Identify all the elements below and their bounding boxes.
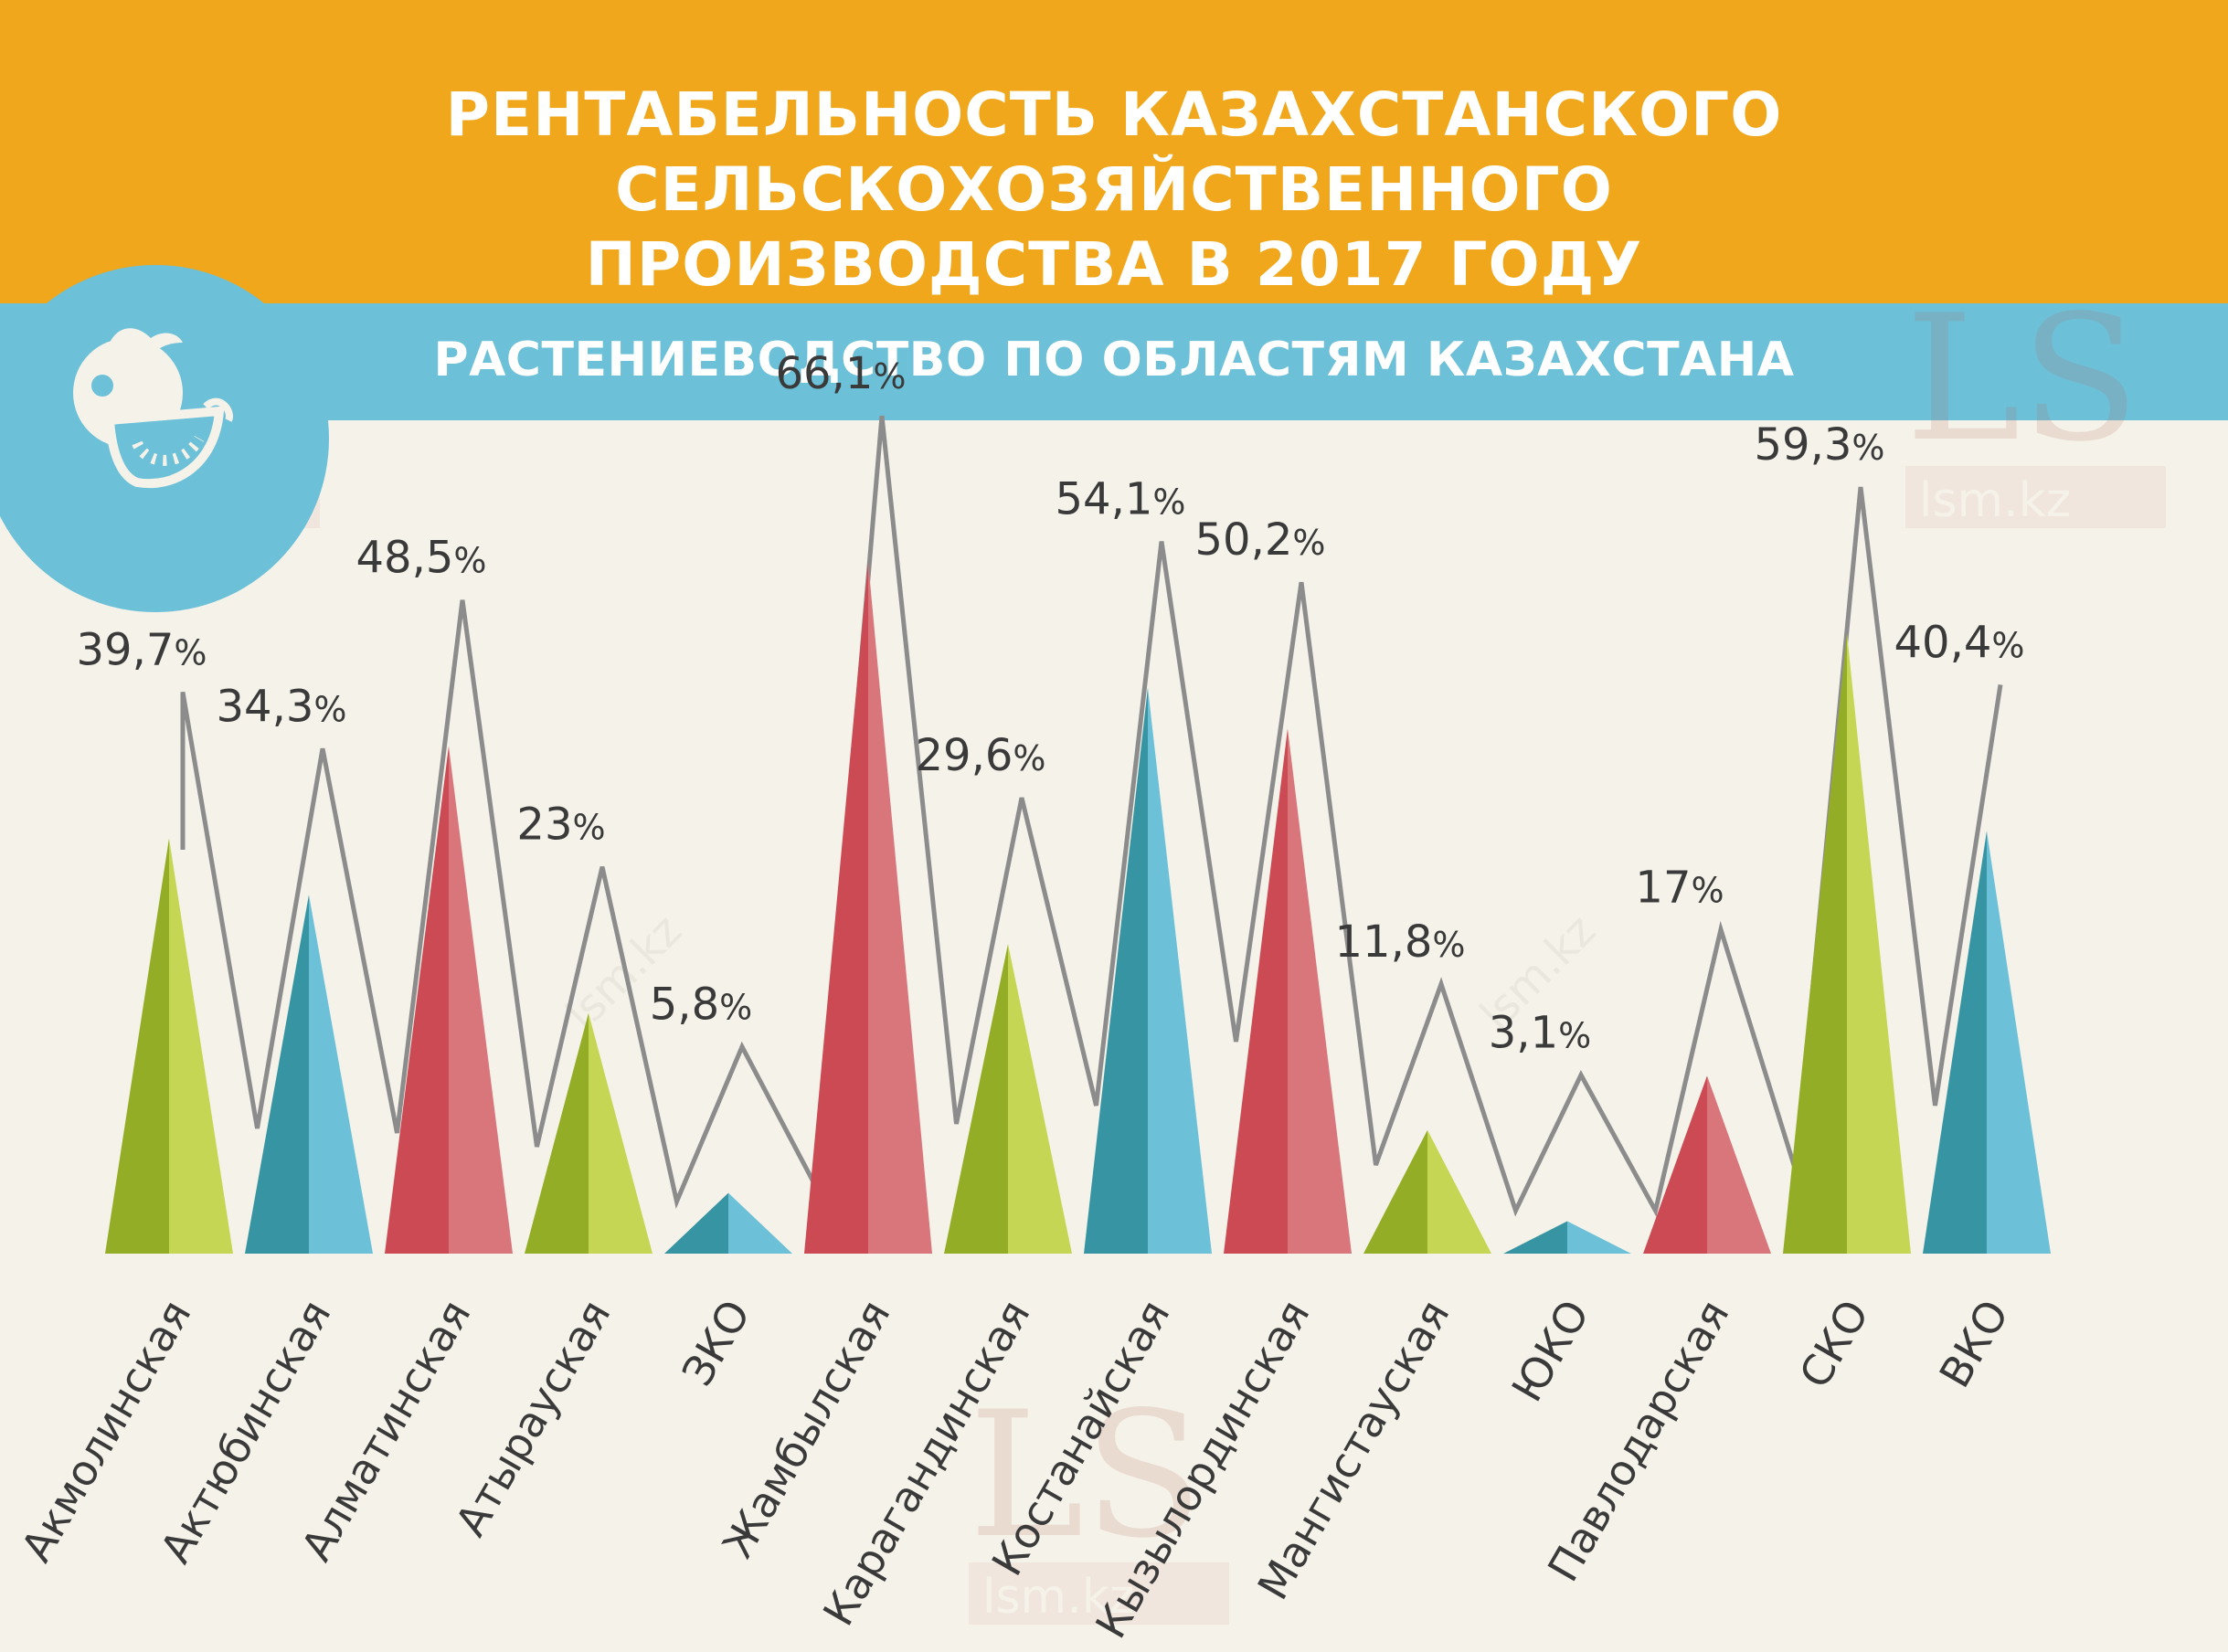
watermark-right: LS lsm.kz bbox=[1905, 278, 2166, 528]
bar-right-face bbox=[1847, 633, 1911, 1254]
bar-11 bbox=[1503, 1221, 1631, 1254]
tomato-icon-slice bbox=[104, 406, 225, 489]
value-label-unit: % bbox=[1013, 738, 1045, 778]
value-label-unit: % bbox=[1152, 482, 1185, 523]
title-line-2: ПРОИЗВОДСТВА В 2017 ГОДУ bbox=[585, 229, 1643, 300]
watermark-site-box bbox=[1905, 466, 2166, 528]
bar-8 bbox=[1084, 687, 1212, 1254]
bar-right-face bbox=[1148, 687, 1212, 1254]
zigzag-line-layer bbox=[180, 415, 2003, 1217]
bar-left-face bbox=[1783, 633, 1847, 1254]
bar-right-face bbox=[449, 746, 513, 1254]
bar-left-face bbox=[1084, 687, 1148, 1254]
tomato-icon bbox=[0, 265, 329, 612]
title-banner bbox=[0, 0, 2228, 303]
title-line-1: РЕНТАБЕЛЬНОСТЬ КАЗАХСТАНСКОГО СЕЛЬСКОХОЗ… bbox=[445, 79, 1783, 225]
bar-right-face bbox=[169, 838, 233, 1254]
bar-left-face bbox=[385, 746, 449, 1254]
category-label: ВКО bbox=[1930, 1292, 2019, 1396]
bar-left-face bbox=[525, 1012, 589, 1254]
value-label-unit: % bbox=[453, 541, 486, 581]
bar-left-face bbox=[105, 838, 169, 1254]
value-label: 29,6% bbox=[916, 730, 1046, 781]
watermark-logo-text: LS bbox=[969, 1374, 1203, 1576]
value-label-unit: % bbox=[1691, 870, 1724, 910]
bars-layer bbox=[105, 562, 2051, 1254]
bar-left-face bbox=[664, 1192, 728, 1254]
tomato-icon-leaves bbox=[110, 328, 183, 352]
value-label: 59,3% bbox=[1755, 419, 1885, 471]
value-label: 66,1% bbox=[776, 348, 907, 399]
value-label-unit: % bbox=[1851, 428, 1884, 468]
bar-right-face bbox=[868, 562, 932, 1254]
bar-right-face bbox=[1567, 1221, 1631, 1254]
chart-subtitle: РАСТЕНИЕВОДСТВО ПО ОБЛАСТЯМ КАЗАХСТАНА bbox=[433, 333, 1795, 387]
bar-right-face bbox=[1427, 1129, 1491, 1254]
bar-5 bbox=[664, 1192, 792, 1254]
bar-14 bbox=[1923, 831, 2051, 1254]
bar-left-face bbox=[1224, 728, 1288, 1254]
bar-right-face bbox=[1288, 728, 1352, 1254]
value-label-unit: % bbox=[1432, 925, 1465, 965]
page-title: РЕНТАБЕЛЬНОСТЬ КАЗАХСТАНСКОГО СЕЛЬСКОХОЗ… bbox=[0, 78, 2228, 302]
bar-right-face bbox=[1707, 1075, 1771, 1254]
value-label: 5,8% bbox=[650, 980, 752, 1031]
value-label: 17% bbox=[1635, 862, 1724, 913]
bar-13 bbox=[1783, 633, 1911, 1254]
subtitle-banner bbox=[0, 303, 2228, 420]
value-label: 40,4% bbox=[1894, 617, 2025, 668]
zigzag-line bbox=[180, 415, 2003, 1217]
watermark-bottom: LS lsm.kz bbox=[969, 1374, 1229, 1625]
tomato-icon-stem bbox=[203, 397, 233, 422]
bar-3 bbox=[385, 746, 513, 1254]
value-label-unit: % bbox=[719, 988, 752, 1028]
bar-left-face bbox=[1503, 1221, 1567, 1254]
bar-right-face bbox=[309, 895, 373, 1254]
value-label: 23% bbox=[516, 800, 605, 851]
bar-left-face bbox=[1363, 1129, 1427, 1254]
value-label: 50,2% bbox=[1195, 514, 1326, 566]
bar-4 bbox=[525, 1012, 652, 1254]
value-label-unit: % bbox=[174, 632, 207, 672]
bar-10 bbox=[1363, 1129, 1491, 1254]
value-label: 48,5% bbox=[356, 533, 487, 584]
value-labels-layer: 39,7%34,3% 48,5% 23% 5,8% 66,1% 29,6% 54,1%50,… bbox=[77, 348, 2025, 1058]
bar-right-face bbox=[728, 1192, 792, 1254]
value-label: 11,8% bbox=[1335, 916, 1466, 968]
watermark-site-text: lsm.kz bbox=[1919, 473, 2071, 528]
bar-right-face bbox=[1008, 944, 1072, 1254]
bar-left-face bbox=[804, 562, 868, 1254]
tomato-icon-shine bbox=[91, 375, 113, 397]
value-label: 3,1% bbox=[1489, 1008, 1591, 1059]
value-label-unit: % bbox=[1292, 523, 1325, 563]
tomato-icon-seeds bbox=[132, 435, 205, 466]
value-label-unit: % bbox=[572, 808, 605, 848]
value-label: 39,7% bbox=[77, 624, 207, 675]
category-label: ЮКО bbox=[1501, 1292, 1598, 1411]
bar-1 bbox=[105, 838, 233, 1254]
watermark-site-box bbox=[969, 1562, 1229, 1625]
bar-2 bbox=[245, 895, 373, 1254]
value-label: 54,1% bbox=[1056, 474, 1186, 525]
bar-7 bbox=[944, 944, 1072, 1254]
bar-left-face bbox=[1923, 831, 1987, 1254]
bar-12 bbox=[1643, 1075, 1771, 1254]
bar-left-face bbox=[245, 895, 309, 1254]
category-label: ЗКО bbox=[673, 1292, 760, 1394]
category-label: СКО bbox=[1789, 1292, 1878, 1396]
watermark-site-text: lsm.kz bbox=[982, 1570, 1134, 1625]
bar-right-face bbox=[1987, 831, 2051, 1254]
bar-left-face bbox=[1643, 1075, 1707, 1254]
value-label-unit: % bbox=[1558, 1016, 1591, 1056]
watermark-logo-text: LS bbox=[1905, 278, 2139, 480]
bar-6 bbox=[804, 562, 932, 1254]
bar-left-face bbox=[944, 944, 1008, 1254]
value-label-unit: % bbox=[1991, 625, 2024, 665]
value-label: 34,3% bbox=[217, 681, 347, 732]
bar-right-face bbox=[589, 1012, 652, 1254]
bar-9 bbox=[1224, 728, 1352, 1254]
value-label-unit: % bbox=[313, 689, 346, 729]
value-label-unit: % bbox=[873, 356, 906, 397]
